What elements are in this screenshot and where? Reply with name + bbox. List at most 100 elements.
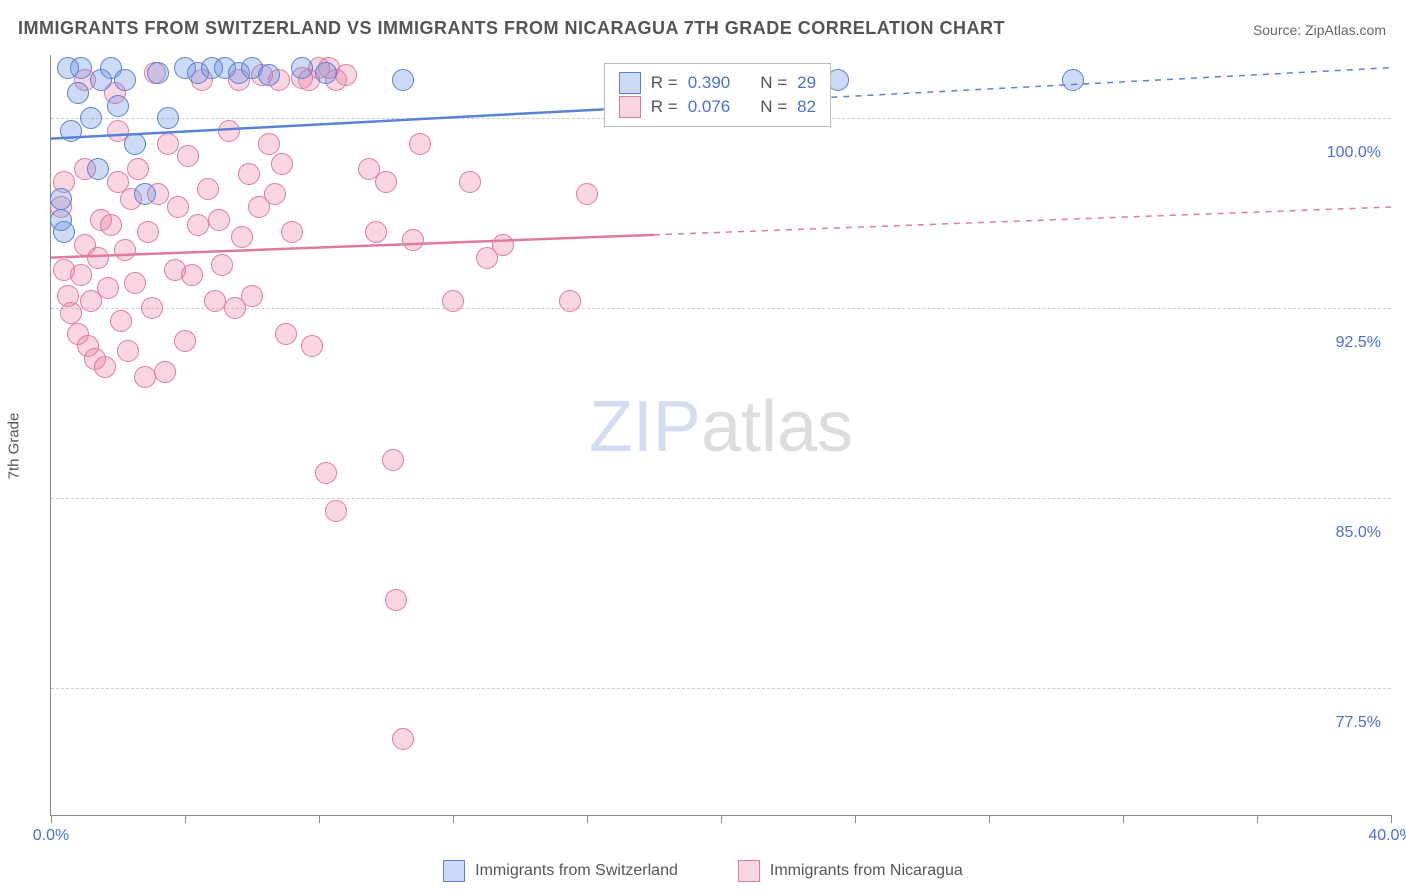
source-attribution: Source: ZipAtlas.com <box>1253 22 1386 38</box>
x-tick-mark <box>453 815 454 823</box>
nicaragua-point <box>124 272 146 294</box>
nicaragua-n-value: 82 <box>797 97 816 117</box>
nicaragua-point <box>271 153 293 175</box>
switzerland-point <box>80 107 102 129</box>
nicaragua-point <box>100 214 122 236</box>
nicaragua-point <box>141 297 163 319</box>
x-tick-mark <box>51 815 52 823</box>
x-tick-label: 40.0% <box>1368 827 1406 845</box>
nicaragua-point <box>275 323 297 345</box>
switzerland-legend-label: Immigrants from Switzerland <box>475 862 678 880</box>
nicaragua-point <box>204 290 226 312</box>
legend-stats-box: R = 0.390 N = 29 R = 0.076 N = 82 <box>604 63 831 127</box>
nicaragua-point <box>110 310 132 332</box>
switzerland-point <box>157 107 179 129</box>
switzerland-point <box>107 95 129 117</box>
nicaragua-point <box>208 209 230 231</box>
switzerland-point <box>392 69 414 91</box>
r-label: R = <box>651 97 678 117</box>
nicaragua-point <box>576 183 598 205</box>
switzerland-point <box>147 62 169 84</box>
switzerland-point <box>291 57 313 79</box>
nicaragua-point <box>258 133 280 155</box>
nicaragua-point <box>157 133 179 155</box>
nicaragua-point <box>375 171 397 193</box>
x-tick-mark <box>721 815 722 823</box>
nicaragua-point <box>241 285 263 307</box>
nicaragua-swatch <box>619 96 641 118</box>
r-label: R = <box>651 73 678 93</box>
chart-title: IMMIGRANTS FROM SWITZERLAND VS IMMIGRANT… <box>18 18 1005 39</box>
nicaragua-point <box>154 361 176 383</box>
nicaragua-point <box>382 449 404 471</box>
legend-stats-row-nicaragua: R = 0.076 N = 82 <box>619 96 816 118</box>
x-tick-mark <box>989 815 990 823</box>
nicaragua-point <box>365 221 387 243</box>
nicaragua-point <box>231 226 253 248</box>
nicaragua-point <box>281 221 303 243</box>
nicaragua-point <box>402 229 424 251</box>
y-tick-label: 85.0% <box>1336 524 1381 542</box>
bottom-legend: Immigrants from Switzerland Immigrants fr… <box>0 860 1406 882</box>
legend-stats-row-switzerland: R = 0.390 N = 29 <box>619 72 816 94</box>
x-tick-label: 0.0% <box>33 827 69 845</box>
nicaragua-point <box>315 462 337 484</box>
x-tick-mark <box>587 815 588 823</box>
y-tick-label: 92.5% <box>1336 334 1381 352</box>
source-link[interactable]: ZipAtlas.com <box>1305 22 1386 38</box>
nicaragua-point <box>94 356 116 378</box>
nicaragua-point <box>335 64 357 86</box>
nicaragua-point <box>492 234 514 256</box>
nicaragua-point <box>325 500 347 522</box>
nicaragua-point <box>177 145 199 167</box>
grid-line <box>51 498 1391 499</box>
n-label: N = <box>760 73 787 93</box>
switzerland-point <box>134 183 156 205</box>
nicaragua-point <box>211 254 233 276</box>
nicaragua-point <box>264 183 286 205</box>
nicaragua-point <box>409 133 431 155</box>
legend-item-nicaragua[interactable]: Immigrants from Nicaragua <box>738 860 963 882</box>
switzerland-legend-swatch <box>443 860 465 882</box>
x-tick-mark <box>1123 815 1124 823</box>
switzerland-r-value: 0.390 <box>688 73 731 93</box>
nicaragua-point <box>127 158 149 180</box>
nicaragua-legend-label: Immigrants from Nicaragua <box>770 862 963 880</box>
switzerland-point <box>258 64 280 86</box>
grid-line <box>51 688 1391 689</box>
switzerland-point <box>50 209 72 231</box>
nicaragua-point <box>137 221 159 243</box>
nicaragua-point <box>174 330 196 352</box>
nicaragua-point <box>167 196 189 218</box>
nicaragua-point <box>134 366 156 388</box>
nicaragua-point <box>187 214 209 236</box>
x-tick-mark <box>319 815 320 823</box>
plot-area: ZIPatlas R = 0.390 N = 29 R = 0.076 N = 82 77.5… <box>50 55 1391 816</box>
nicaragua-point <box>114 239 136 261</box>
switzerland-point <box>57 57 79 79</box>
nicaragua-point <box>87 247 109 269</box>
n-label: N = <box>760 97 787 117</box>
y-tick-label: 100.0% <box>1327 144 1381 162</box>
switzerland-point <box>67 82 89 104</box>
watermark-zip: ZIP <box>589 387 701 467</box>
nicaragua-point <box>385 589 407 611</box>
grid-line <box>51 308 1391 309</box>
watermark-atlas: atlas <box>701 387 853 467</box>
y-tick-label: 77.5% <box>1336 714 1381 732</box>
switzerland-swatch <box>619 72 641 94</box>
nicaragua-point <box>392 728 414 750</box>
nicaragua-point <box>442 290 464 312</box>
nicaragua-point <box>117 340 139 362</box>
switzerland-point <box>1062 69 1084 91</box>
x-tick-mark <box>855 815 856 823</box>
x-tick-mark <box>1391 815 1392 823</box>
watermark: ZIPatlas <box>589 386 853 468</box>
nicaragua-r-value: 0.076 <box>688 97 731 117</box>
switzerland-point <box>87 158 109 180</box>
switzerland-point <box>60 120 82 142</box>
switzerland-point <box>124 133 146 155</box>
legend-item-switzerland[interactable]: Immigrants from Switzerland <box>443 860 678 882</box>
switzerland-n-value: 29 <box>797 73 816 93</box>
nicaragua-point <box>197 178 219 200</box>
